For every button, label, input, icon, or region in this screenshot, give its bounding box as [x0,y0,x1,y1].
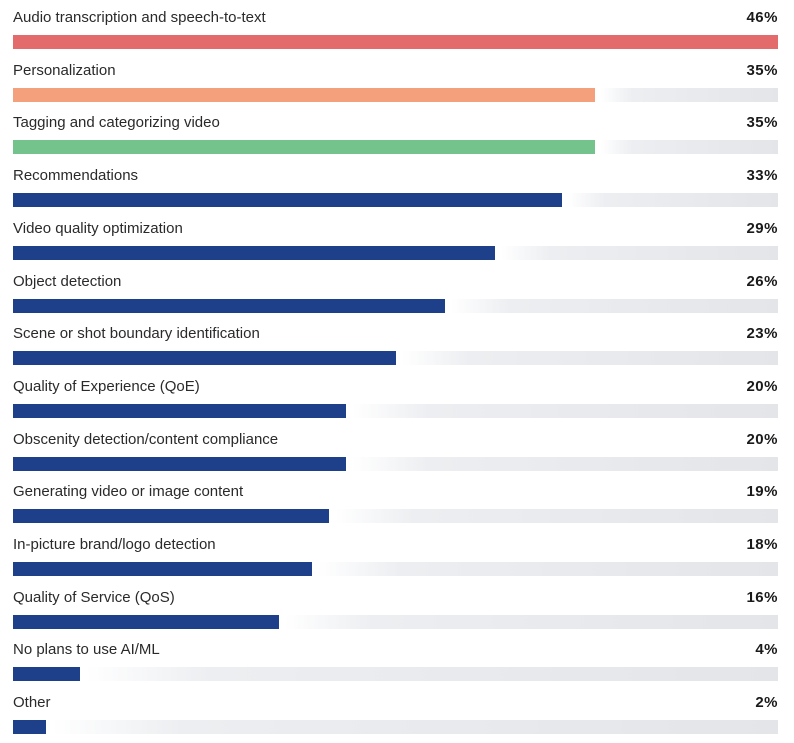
category-label: Other [13,694,51,712]
bar [13,351,396,366]
bar-remainder [501,245,778,260]
bar-row: No plans to use AI/ML 4% [13,640,778,688]
bar-remainder [335,509,778,524]
bar [13,667,80,682]
category-label: Video quality optimization [13,219,183,237]
bar-remainder [568,193,778,208]
value-label: 19% [746,483,778,501]
bar-row: Video quality optimization 29% [13,219,778,267]
bar-row: Obscenity detection/content compliance 20… [13,430,778,478]
bar-track [13,35,778,49]
bar-remainder [352,456,778,471]
bar-row: Quality of Service (QoS) 16% [13,588,778,636]
bar-track [13,667,778,682]
bar [13,140,595,155]
value-label: 46% [746,9,778,26]
category-label: Audio transcription and speech-to-text [13,9,266,26]
value-label: 16% [746,588,778,606]
bar-remainder [318,562,778,576]
bar [13,456,346,471]
bar-row: Tagging and categorizing video 35% [13,113,778,161]
bar-row: Other 2% [13,693,778,741]
bar [13,720,46,735]
bar-row: Audio transcription and speech-to-text 46… [13,8,778,56]
value-label: 23% [746,325,778,343]
bar-track [13,245,778,260]
bar-track [13,456,778,471]
category-label: Obscenity detection/content compliance [13,430,279,448]
bar-row: Object detection 26% [13,272,778,320]
bar [13,87,595,102]
bar-track [13,140,778,155]
bar-track [13,87,778,102]
value-label: 20% [746,430,778,448]
category-label: In-picture brand/logo detection [13,536,216,553]
bar [13,509,329,524]
bar-row: Quality of Experience (QoE) 20% [13,377,778,425]
category-label: No plans to use AI/ML [13,641,160,659]
bar [13,614,279,629]
bar-track [13,509,778,524]
value-label: 29% [746,219,778,237]
category-label: Quality of Service (QoS) [13,588,175,606]
bar-remainder [601,87,778,102]
value-label: 2% [755,694,778,712]
category-label: Recommendations [13,167,139,185]
bar-track [13,720,778,735]
bar-remainder [402,351,778,366]
category-label: Personalization [13,61,116,79]
bar [13,298,445,313]
category-label: Object detection [13,272,122,290]
bar-track [13,614,778,629]
value-label: 35% [746,61,778,79]
category-label: Scene or shot boundary identification [13,325,260,343]
bar [13,193,562,208]
bar-track [13,193,778,208]
value-label: 4% [755,641,778,659]
bar-remainder [285,614,778,629]
bar-row: Generating video or image content 19% [13,482,778,530]
bar-track [13,298,778,313]
bar-track [13,351,778,366]
bar-remainder [52,720,778,735]
value-label: 18% [746,536,778,553]
value-label: 33% [746,167,778,185]
bar-track [13,562,778,576]
bar-remainder [601,140,778,155]
category-label: Generating video or image content [13,483,244,501]
value-label: 26% [746,272,778,290]
value-label: 20% [746,377,778,395]
bar-remainder [352,403,778,418]
value-label: 35% [746,114,778,132]
bar-remainder [451,298,778,313]
bar-track [13,403,778,418]
bar [13,35,778,49]
bar-remainder [86,667,778,682]
bar-row: Personalization 35% [13,61,778,109]
category-label: Quality of Experience (QoE) [13,377,200,395]
bar-row: In-picture brand/logo detection 18% [13,535,778,583]
bar [13,403,346,418]
bar-row: Recommendations 33% [13,166,778,214]
bar [13,562,312,576]
bar-row: Scene or shot boundary identification 23% [13,324,778,372]
category-label: Tagging and categorizing video [13,114,220,132]
bar [13,245,495,260]
